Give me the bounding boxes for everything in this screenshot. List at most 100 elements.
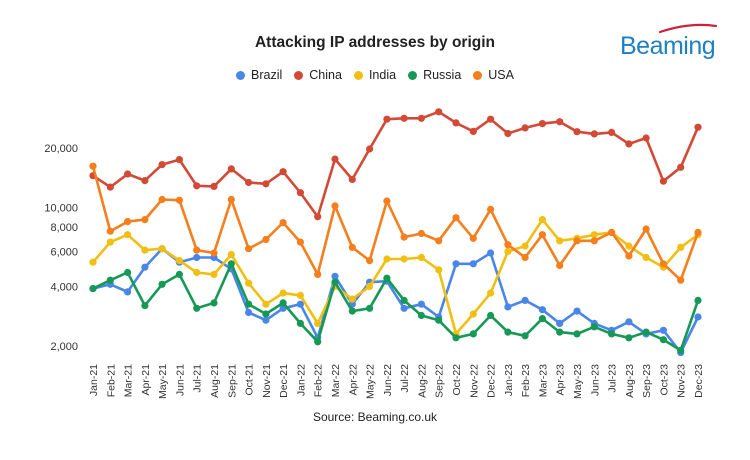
data-point-russia	[227, 260, 235, 268]
data-point-russia	[383, 274, 391, 282]
x-tick-label: Oct-23	[658, 364, 670, 396]
data-point-russia	[538, 315, 547, 323]
x-tick-label: Jul-22	[399, 364, 411, 393]
data-point-usa	[279, 219, 287, 227]
data-point-usa	[366, 257, 374, 265]
data-point-brazil	[504, 303, 512, 311]
data-point-usa	[677, 276, 685, 284]
x-tick-label: Feb-21	[105, 364, 117, 397]
data-point-india	[210, 270, 218, 278]
data-point-usa	[124, 218, 132, 226]
data-point-usa	[348, 243, 356, 251]
data-point-india	[504, 247, 512, 256]
data-point-usa	[89, 162, 97, 170]
data-point-russia	[89, 285, 97, 293]
x-tick-label: Oct-22	[451, 364, 463, 396]
data-point-india	[383, 255, 391, 263]
legend-label: USA	[488, 68, 514, 82]
data-point-india	[521, 242, 529, 250]
data-point-russia	[400, 296, 408, 304]
x-tick-label: Jul-23	[607, 364, 619, 393]
data-point-russia	[556, 328, 564, 336]
x-tick-label: May-23	[572, 364, 584, 399]
data-point-usa	[262, 235, 270, 244]
data-point-usa	[556, 261, 564, 270]
data-point-india	[469, 310, 477, 318]
x-tick-label: Aug-22	[416, 364, 428, 398]
data-point-russia	[175, 270, 183, 278]
data-point-india	[677, 243, 685, 251]
data-point-russia	[141, 302, 149, 310]
beaming-logo: Beaming	[620, 20, 720, 64]
legend-item-china: China	[294, 68, 342, 82]
data-point-china	[590, 130, 598, 138]
data-point-brazil	[417, 300, 425, 308]
data-point-brazil	[124, 288, 132, 296]
data-point-usa	[590, 237, 598, 245]
data-point-usa	[659, 260, 668, 268]
data-point-brazil	[556, 319, 564, 327]
x-tick-label: Aug-23	[624, 364, 636, 398]
data-point-brazil	[452, 260, 460, 268]
x-tick-label: Nov-21	[261, 364, 273, 398]
data-point-india	[348, 295, 356, 303]
data-point-china	[435, 108, 443, 116]
data-point-india	[141, 246, 149, 254]
data-point-india	[245, 279, 253, 287]
y-tick-label: 2,000	[50, 341, 78, 353]
chart-legend: Brazil China India Russia USA	[0, 68, 750, 83]
data-point-india	[625, 242, 633, 250]
data-point-usa	[245, 245, 253, 253]
x-tick-label: Mar-21	[123, 364, 135, 397]
x-tick-label: Oct-21	[244, 364, 256, 396]
x-tick-label: Aug-21	[209, 364, 221, 398]
series-line-china	[91, 110, 700, 218]
data-point-india	[158, 245, 166, 253]
x-tick-label: Sep-22	[434, 364, 446, 398]
data-point-china	[556, 118, 564, 126]
data-point-china	[659, 177, 668, 185]
legend-marker	[408, 70, 418, 80]
data-point-usa	[106, 227, 114, 235]
data-point-china	[210, 182, 218, 190]
data-point-usa	[296, 238, 304, 246]
data-point-russia	[487, 311, 495, 320]
data-point-india	[556, 237, 564, 245]
data-point-brazil	[694, 313, 702, 321]
data-point-russia	[210, 299, 218, 307]
legend-marker	[236, 70, 246, 80]
x-tick-label: Apr-23	[555, 364, 567, 396]
data-point-india	[89, 258, 97, 266]
data-point-russia	[245, 300, 253, 308]
data-point-brazil	[487, 249, 495, 257]
y-tick-label: 8,000	[50, 222, 78, 234]
data-point-china	[124, 170, 132, 178]
data-point-china	[383, 115, 391, 123]
data-point-china	[158, 161, 166, 169]
data-point-china	[538, 120, 547, 128]
x-tick-label: Nov-23	[676, 364, 688, 398]
data-point-usa	[469, 234, 477, 242]
data-point-usa	[642, 225, 650, 233]
data-point-india	[487, 289, 495, 297]
data-point-india	[538, 216, 547, 224]
data-point-china	[314, 213, 322, 221]
x-tick-label: Mar-22	[330, 364, 342, 397]
data-point-brazil	[193, 253, 201, 262]
data-point-china	[193, 182, 201, 190]
data-point-china	[521, 124, 529, 132]
x-tick-label: Jan-21	[88, 364, 100, 396]
x-tick-label: Jun-22	[382, 364, 394, 396]
data-point-china	[175, 156, 183, 164]
x-tick-label: Feb-23	[520, 364, 532, 397]
data-point-china	[677, 163, 685, 171]
data-point-china	[348, 175, 356, 183]
data-point-brazil	[141, 263, 149, 271]
data-point-usa	[141, 216, 149, 224]
data-point-india	[193, 268, 201, 277]
series-line-russia	[91, 262, 700, 352]
data-point-usa	[573, 237, 581, 245]
data-point-russia	[677, 346, 685, 354]
chart-title: Attacking IP addresses by origin	[254, 34, 496, 51]
